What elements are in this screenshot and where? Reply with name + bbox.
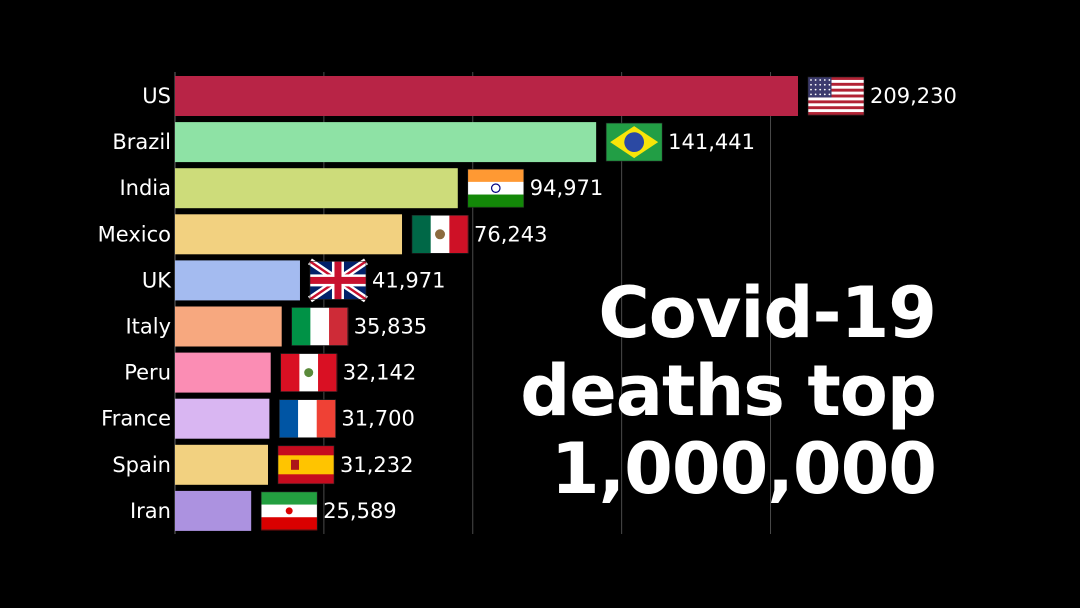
value-label: 94,971 xyxy=(530,176,603,200)
bar-row: US 209,230 xyxy=(142,76,957,116)
category-label: Peru xyxy=(124,361,171,385)
value-label: 32,142 xyxy=(343,361,416,385)
bars: US 209,230 Brazil 141,441 India 94,971 Mexico 7… xyxy=(98,76,957,531)
bar xyxy=(175,122,597,163)
bar xyxy=(175,444,268,485)
bar xyxy=(175,490,252,531)
headline-line-3: 1,000,000 xyxy=(550,428,937,510)
headline: Covid-19 deaths top 1,000,000 xyxy=(520,272,937,510)
bar xyxy=(175,398,270,439)
category-label: Spain xyxy=(112,453,171,477)
value-label: 25,589 xyxy=(323,499,396,523)
flag-italy-icon xyxy=(291,307,349,346)
value-label: 76,243 xyxy=(474,222,547,246)
category-label: Mexico xyxy=(98,222,171,246)
category-label: Italy xyxy=(125,315,171,339)
bar xyxy=(175,76,798,116)
bar-row: Mexico 76,243 xyxy=(98,214,548,255)
bar xyxy=(175,352,271,393)
value-label: 31,232 xyxy=(340,453,413,477)
value-label: 35,835 xyxy=(354,315,427,339)
category-label: France xyxy=(101,407,171,431)
flag-brazil-icon xyxy=(605,122,663,162)
flag-iran-icon xyxy=(260,491,318,531)
bar xyxy=(175,306,282,347)
bar-row: Spain 31,232 xyxy=(112,444,413,485)
bar-row: Brazil 141,441 xyxy=(112,122,755,163)
category-label: Iran xyxy=(130,499,171,523)
bar xyxy=(175,214,403,255)
bar-row: India 94,971 xyxy=(119,168,603,209)
flag-france-icon xyxy=(279,399,336,439)
value-label: 209,230 xyxy=(870,84,957,108)
flag-mexico-icon xyxy=(411,215,469,254)
category-label: UK xyxy=(142,268,172,292)
bar xyxy=(175,168,458,209)
bar xyxy=(175,260,300,301)
flag-peru-icon xyxy=(280,353,338,392)
flag-spain-icon xyxy=(277,445,335,485)
headline-line-2: deaths top xyxy=(520,350,937,432)
flag-uk-icon xyxy=(308,258,368,303)
bar-row: France 31,700 xyxy=(101,398,415,439)
category-label: Brazil xyxy=(112,130,171,154)
category-label: US xyxy=(142,84,171,108)
value-label: 141,441 xyxy=(668,130,755,154)
bar-row: Italy 35,835 xyxy=(125,306,427,347)
headline-line-1: Covid-19 xyxy=(598,272,937,354)
bar-row: Iran 25,589 xyxy=(130,490,397,531)
bar-row: UK 41,971 xyxy=(142,258,445,303)
value-label: 31,700 xyxy=(341,407,414,431)
bar-row: Peru 32,142 xyxy=(124,352,416,393)
flag-us-icon xyxy=(807,76,865,116)
value-label: 41,971 xyxy=(372,268,445,292)
category-label: India xyxy=(119,176,171,200)
flag-india-icon xyxy=(467,168,525,208)
